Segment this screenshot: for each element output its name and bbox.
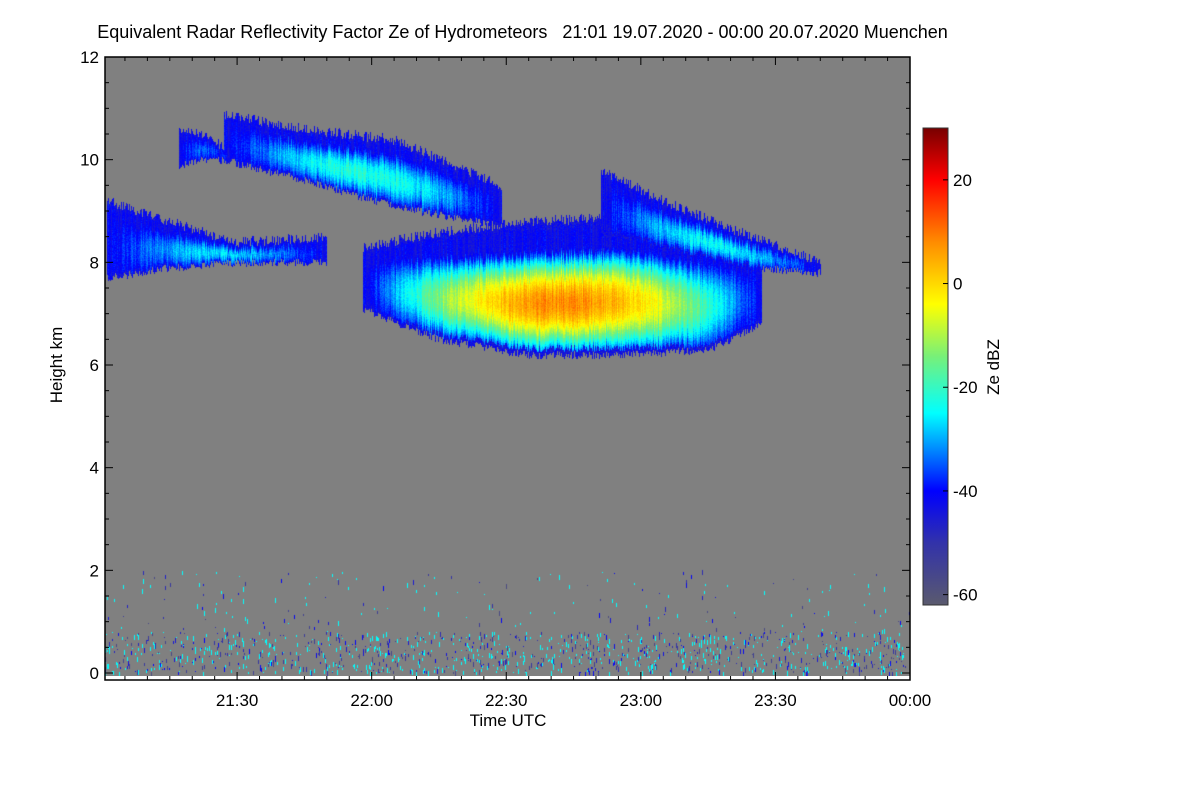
x-tick-label: 23:30 [754, 691, 797, 710]
reflectivity-heatmap [105, 57, 910, 676]
colorbar-tick-label: 20 [953, 171, 972, 190]
y-tick-label: 12 [80, 48, 99, 67]
x-tick-label: 22:00 [350, 691, 393, 710]
x-axis-label: Time UTC [470, 711, 547, 730]
colorbar-tick-label: -40 [953, 482, 978, 501]
plot-area [105, 57, 910, 676]
colorbar [922, 127, 949, 606]
colorbar-label: Ze dBZ [984, 339, 1003, 395]
y-tick-label: 4 [90, 459, 99, 478]
x-tick-label: 21:30 [216, 691, 259, 710]
colorbar-tick-label: -20 [953, 378, 978, 397]
y-tick-label: 6 [90, 356, 99, 375]
chart-title: Equivalent Radar Reflectivity Factor Ze … [97, 22, 948, 42]
x-tick-label: 22:30 [485, 691, 528, 710]
y-tick-label: 10 [80, 151, 99, 170]
y-tick-label: 0 [90, 664, 99, 683]
y-tick-label: 2 [90, 561, 99, 580]
x-tick-label: 23:00 [620, 691, 663, 710]
y-axis-label: Height km [47, 327, 66, 404]
y-tick-label: 8 [90, 253, 99, 272]
colorbar-tick-label: 0 [953, 275, 962, 294]
x-tick-label: 00:00 [889, 691, 932, 710]
plot-frame [104, 56, 911, 681]
colorbar-tick-label: -60 [953, 586, 978, 605]
